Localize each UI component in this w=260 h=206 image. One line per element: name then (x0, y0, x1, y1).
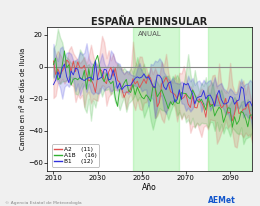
Text: AEMet: AEMet (208, 196, 236, 205)
X-axis label: Año: Año (142, 183, 157, 192)
Bar (133, 27, 179, 171)
Text: ANUAL: ANUAL (138, 31, 161, 37)
Y-axis label: Cambio en nº de días de lluvia: Cambio en nº de días de lluvia (20, 48, 26, 150)
Title: ESPAÑA PENINSULAR: ESPAÑA PENINSULAR (91, 17, 208, 27)
Legend: A2     (11), A1B     (16), B1     (12): A2 (11), A1B (16), B1 (12) (52, 144, 99, 167)
Text: © Agencia Estatal de Meteorología: © Agencia Estatal de Meteorología (5, 201, 82, 205)
Bar (208, 27, 252, 171)
